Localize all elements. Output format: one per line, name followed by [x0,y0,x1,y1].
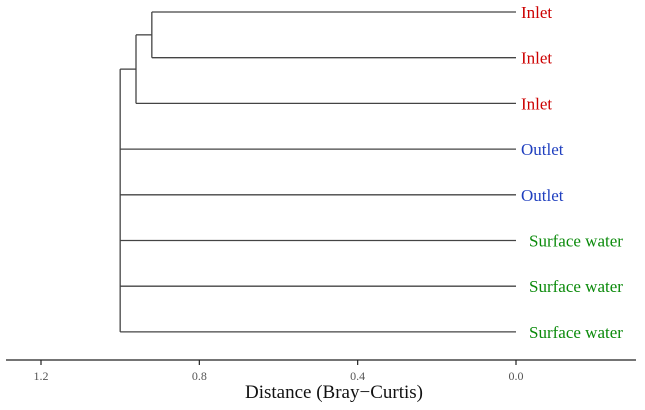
x-tick-label: 0.8 [192,369,207,383]
leaf-label: Inlet [521,94,552,113]
x-tick-label: 1.2 [34,369,49,383]
leaf-label: Inlet [521,49,552,68]
x-tick-label: 0.4 [350,369,365,383]
dendrogram-branches [119,11,516,333]
leaf-label: Surface water [529,277,623,296]
leaf-label: Surface water [529,323,623,342]
leaf-labels: Inlet Inlet Inlet Outlet Outlet Surface water… [521,3,623,342]
x-ticks: 1.2 0.8 0.4 0.0 [34,360,524,383]
leaf-label: Outlet [521,186,564,205]
x-axis: 1.2 0.8 0.4 0.0 [6,359,636,383]
x-axis-title: Distance (Bray−Curtis) [245,382,423,403]
x-tick-label: 0.0 [509,369,524,383]
leaf-label: Surface water [529,232,623,251]
leaf-label: Inlet [521,3,552,22]
leaf-label: Outlet [521,140,564,159]
